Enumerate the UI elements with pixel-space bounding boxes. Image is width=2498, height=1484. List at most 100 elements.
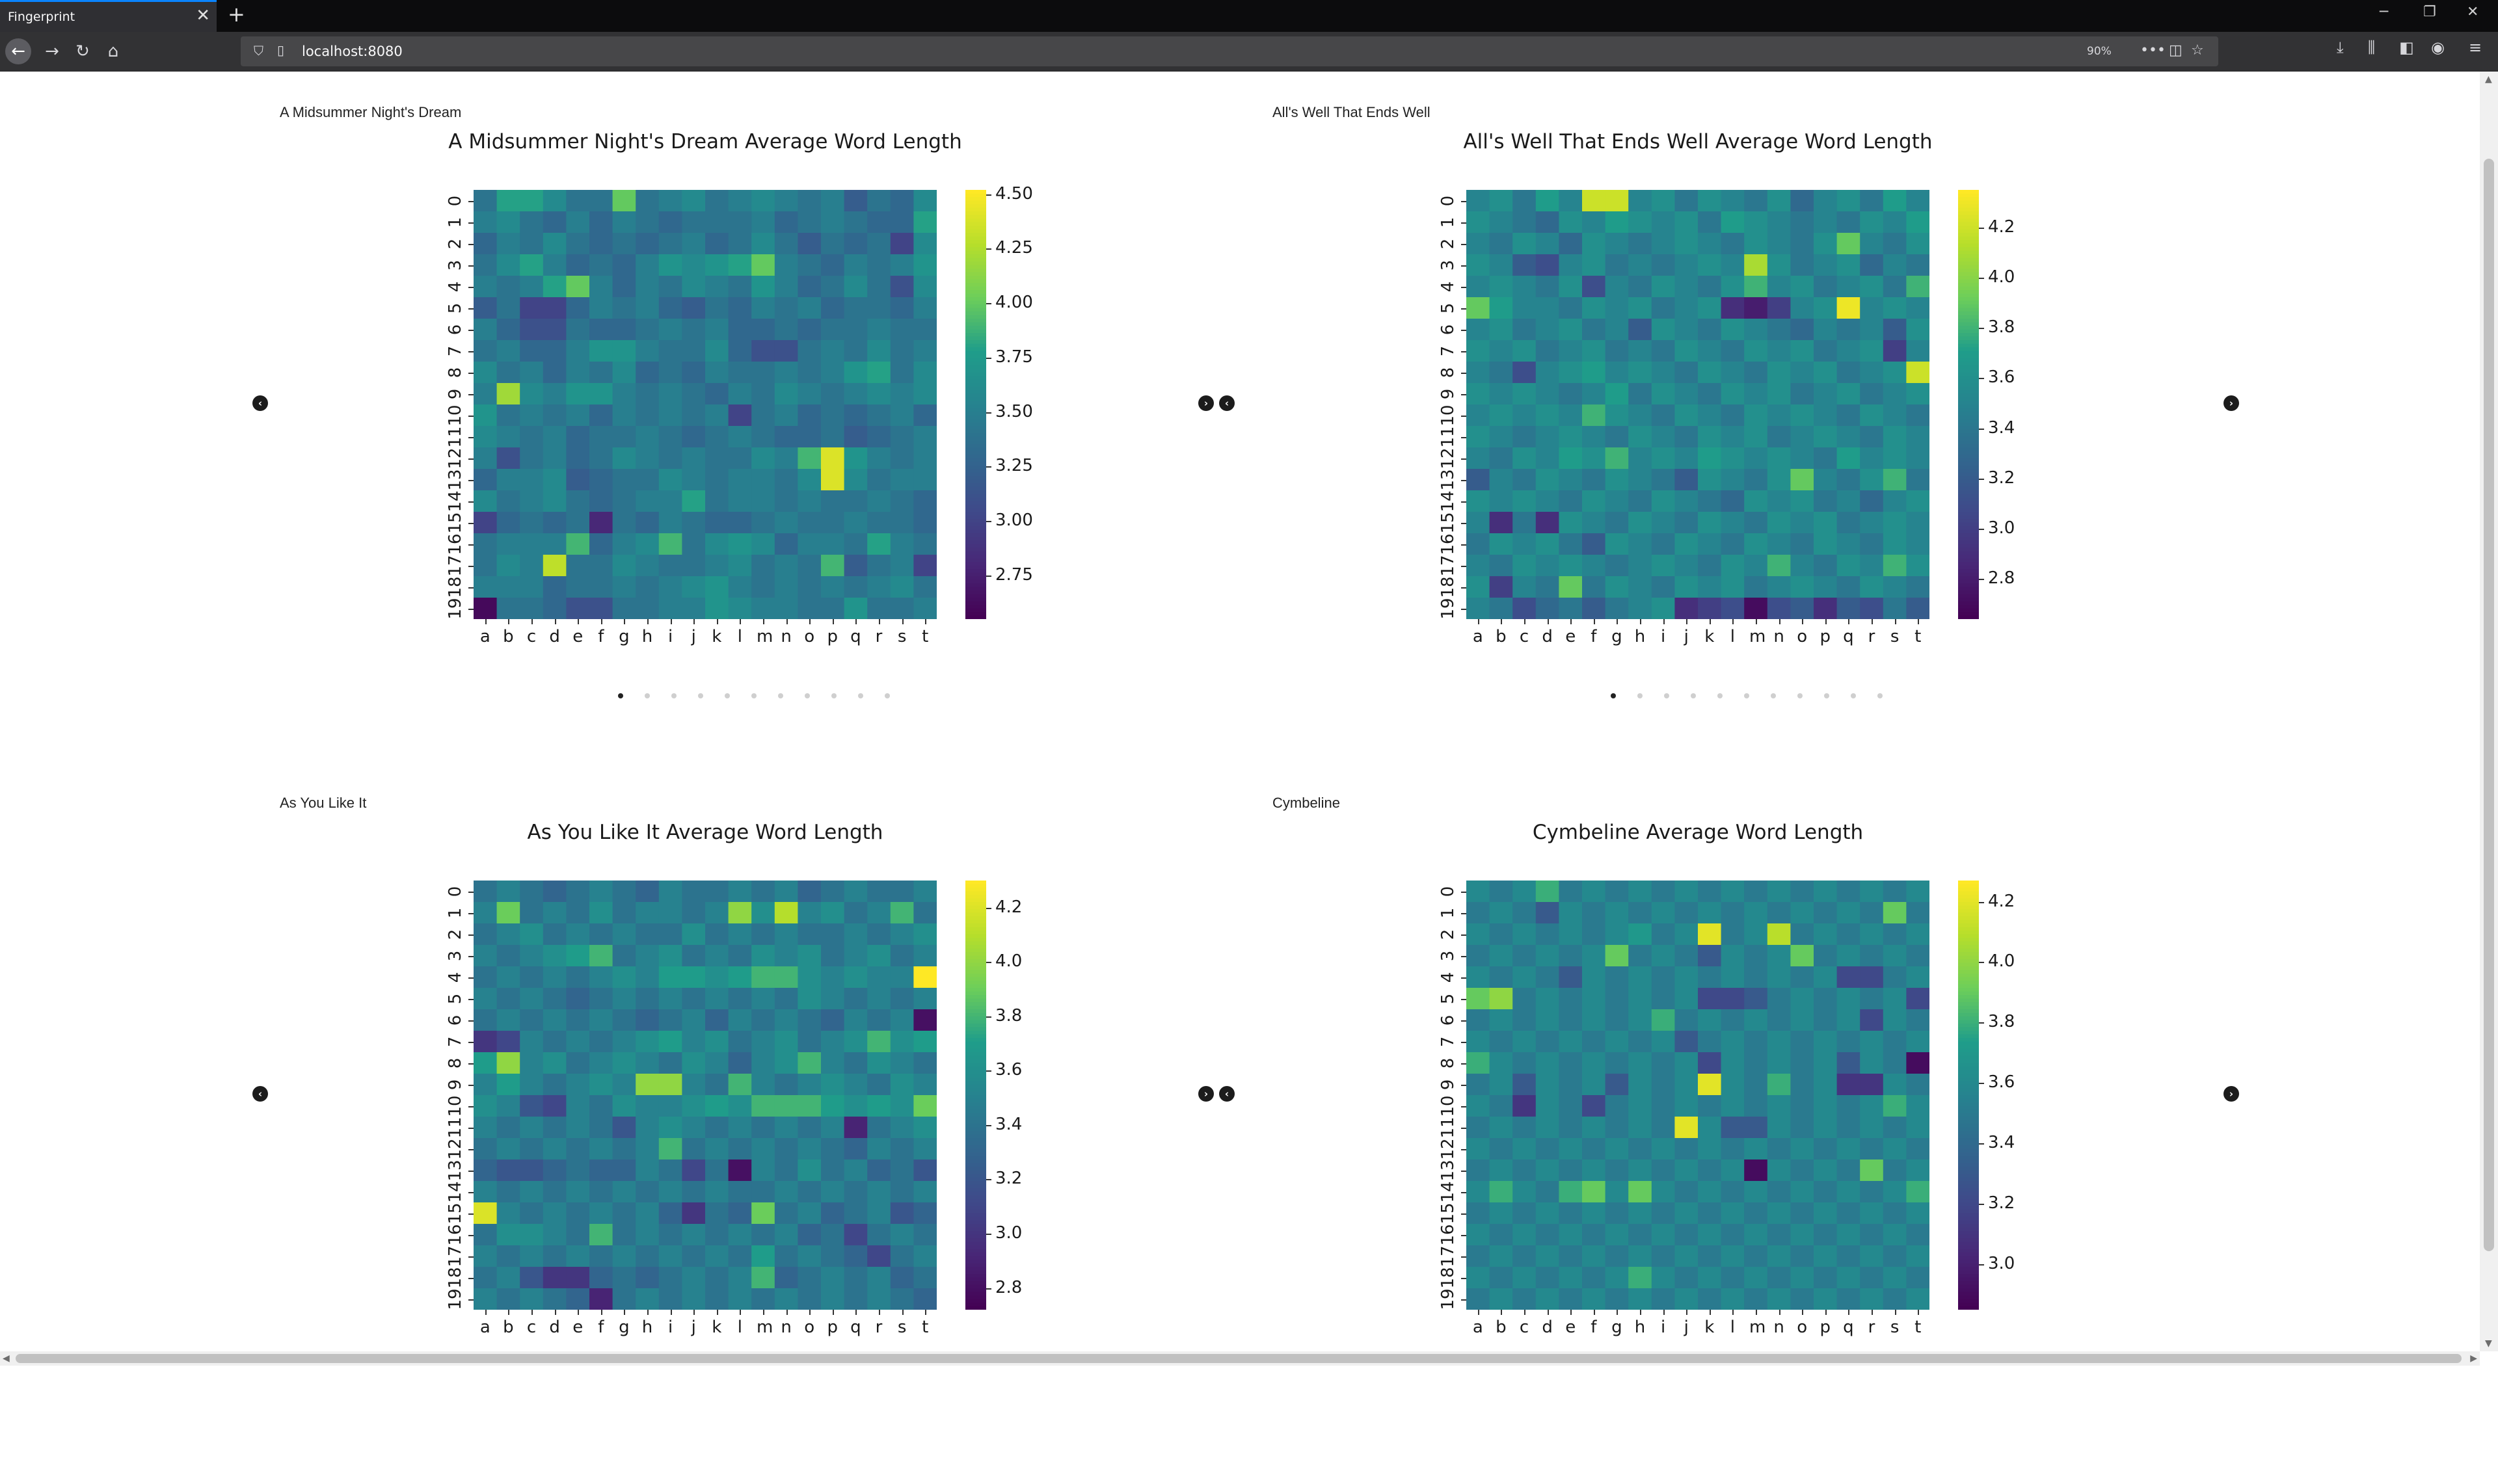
library-icon[interactable]: ⫼	[2368, 38, 2376, 57]
carousel-dot[interactable]	[805, 693, 810, 698]
carousel-dot[interactable]	[831, 693, 837, 698]
scroll-down-icon[interactable]: ▼	[2485, 1338, 2492, 1349]
heatmap-cell	[1489, 1181, 1513, 1203]
colorbar-segment	[965, 912, 986, 917]
colorbar-segment	[1958, 243, 1979, 248]
new-tab-icon[interactable]: +	[228, 2, 245, 27]
y-tick	[468, 1084, 474, 1086]
more-icon[interactable]: •••	[2140, 42, 2166, 59]
carousel-dot[interactable]	[1824, 693, 1829, 698]
pocket-icon[interactable]: ◫	[2169, 42, 2182, 59]
colorbar-segment	[965, 215, 986, 219]
menu-icon[interactable]: ≡	[2469, 38, 2482, 57]
back-icon[interactable]: ←	[5, 38, 31, 64]
chevron-left-icon[interactable]: ‹	[252, 395, 268, 411]
restore-icon[interactable]: ❐	[2423, 4, 2436, 20]
colorbar-segment	[965, 501, 986, 505]
heatmap-cell	[913, 254, 937, 276]
heatmap-cell	[1605, 533, 1629, 555]
carousel-dot[interactable]	[778, 693, 783, 698]
carousel-dot[interactable]	[1797, 693, 1803, 698]
heatmap-cell	[636, 1159, 660, 1182]
carousel-dot[interactable]	[885, 693, 890, 698]
heatmap-cell	[589, 1009, 613, 1031]
close-window-icon[interactable]: ✕	[2467, 4, 2479, 20]
star-icon[interactable]: ☆	[2191, 42, 2204, 59]
forward-icon[interactable]: →	[45, 42, 59, 61]
y-tick	[468, 200, 474, 202]
zoom-level[interactable]: 90%	[2087, 45, 2112, 58]
reload-icon[interactable]: ↻	[75, 42, 90, 61]
chevron-right-icon[interactable]: ›	[1198, 395, 1214, 411]
url-bar[interactable]: ⛉ ▯ localhost:8080 90% ••• ◫ ☆	[241, 36, 2218, 66]
account-icon[interactable]: ◉	[2431, 38, 2445, 57]
heatmap-cell	[1674, 512, 1699, 534]
carousel-dot[interactable]	[1717, 693, 1723, 698]
scroll-right-icon[interactable]: ▶	[2470, 1353, 2477, 1364]
carousel-dot[interactable]	[858, 693, 863, 698]
chevron-right-icon[interactable]: ›	[2223, 1086, 2239, 1102]
heatmap-cell	[520, 512, 544, 534]
chevron-left-icon[interactable]: ‹	[252, 1086, 268, 1102]
carousel-dot[interactable]	[671, 693, 677, 698]
colorbar-segment	[1958, 240, 1979, 245]
carousel-dot[interactable]	[1664, 693, 1669, 698]
heatmap-cell	[1744, 319, 1768, 341]
heatmap-cell	[682, 512, 706, 534]
carousel-dot[interactable]	[1877, 693, 1883, 698]
heatmap-cell	[798, 598, 822, 619]
heatmap-cell	[1674, 1095, 1699, 1117]
colorbar-segment	[1958, 272, 1979, 276]
download-icon[interactable]: ⤓	[2337, 38, 2344, 57]
close-tab-icon[interactable]: ✕	[196, 6, 210, 25]
heatmap-cell	[1466, 1117, 1490, 1139]
carousel-dot[interactable]	[1851, 693, 1856, 698]
url-text[interactable]: localhost:8080	[302, 44, 403, 59]
heatmap-cell	[821, 276, 845, 298]
colorbar-tick-label: 3.2	[1988, 468, 2015, 488]
heatmap-cell	[1489, 1074, 1513, 1096]
tab-fingerprint[interactable]: Fingerprint ✕	[0, 0, 217, 32]
carousel-dot[interactable]	[698, 693, 703, 698]
heatmap-cell	[1512, 1181, 1537, 1203]
colorbar-segment	[965, 1088, 986, 1093]
colorbar-segment	[1958, 526, 1979, 531]
carousel-dot[interactable]	[618, 693, 623, 698]
heatmap-cell	[913, 297, 937, 319]
horizontal-scrollbar[interactable]: ◀ ▶	[0, 1351, 2480, 1366]
heatmap-cell	[1814, 469, 1838, 491]
heatmap-cell	[1790, 426, 1814, 448]
heatmap-cell	[1605, 276, 1629, 298]
chevron-left-icon[interactable]: ‹	[1219, 1086, 1235, 1102]
carousel-dot[interactable]	[751, 693, 757, 698]
colorbar-segment	[965, 966, 986, 971]
heatmap-cell	[1582, 1031, 1606, 1053]
heatmap-cell	[496, 902, 520, 924]
heatmap-cell	[844, 1202, 868, 1225]
heatmap-cell	[1721, 902, 1745, 924]
carousel-dot[interactable]	[1691, 693, 1696, 698]
chevron-right-icon[interactable]: ›	[1198, 1086, 1214, 1102]
scroll-up-icon[interactable]: ▲	[2485, 74, 2492, 85]
carousel-dot[interactable]	[1771, 693, 1776, 698]
x-tick	[1802, 1310, 1804, 1315]
home-icon[interactable]: ⌂	[107, 42, 119, 61]
carousel-dot[interactable]	[1744, 693, 1749, 698]
carousel-dot[interactable]	[645, 693, 650, 698]
heatmap-cell	[566, 1031, 590, 1053]
sidebar-icon[interactable]: ◧	[2399, 38, 2414, 57]
carousel-dot[interactable]	[1637, 693, 1643, 698]
horizontal-scroll-thumb[interactable]	[16, 1354, 2462, 1363]
chevron-right-icon[interactable]: ›	[2223, 395, 2239, 411]
minimize-icon[interactable]: ─	[2380, 4, 2389, 20]
colorbar-segment	[1958, 1181, 1979, 1186]
shield-icon[interactable]: ⛉	[254, 43, 263, 59]
heatmap-cell	[1860, 598, 1884, 619]
heatmap-cell	[1860, 469, 1884, 491]
scroll-left-icon[interactable]: ◀	[3, 1353, 10, 1364]
vertical-scrollbar[interactable]: ▲ ▼	[2480, 72, 2498, 1351]
carousel-dot[interactable]	[1611, 693, 1616, 698]
chevron-left-icon[interactable]: ‹	[1219, 395, 1235, 411]
vertical-scroll-thumb[interactable]	[2484, 159, 2494, 1251]
carousel-dot[interactable]	[725, 693, 730, 698]
